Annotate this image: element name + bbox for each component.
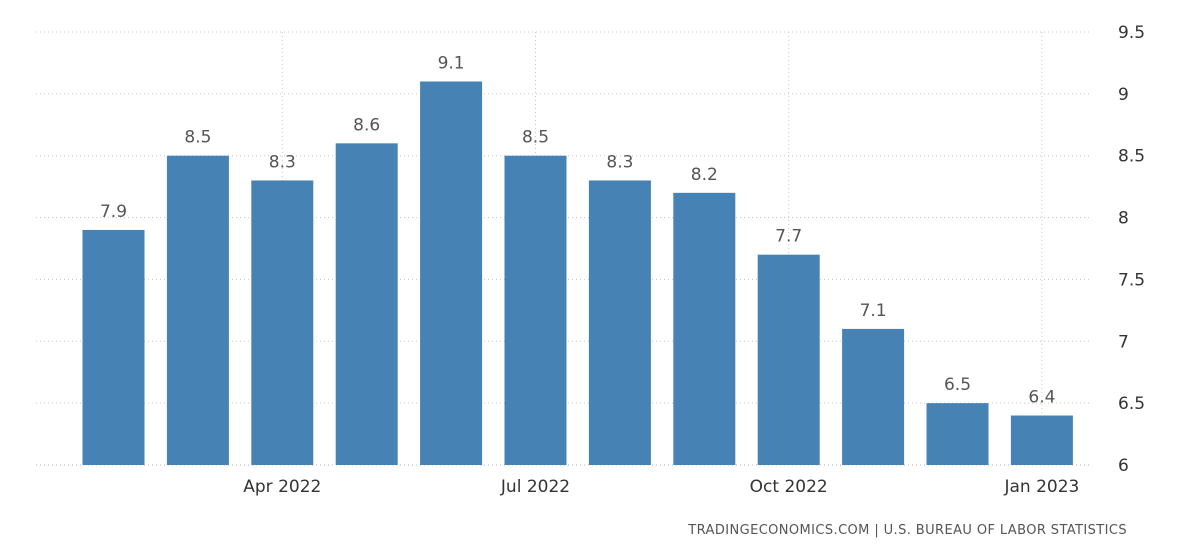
bar-value-label: 7.7: [775, 227, 802, 247]
y-tick-label: 9.5: [1118, 23, 1145, 43]
bar-value-label: 6.4: [1028, 388, 1055, 408]
bar-value-label: 7.1: [860, 301, 887, 321]
bar-value-label: 7.9: [100, 202, 127, 222]
bar[interactable]: [420, 81, 483, 465]
x-tick-label: Apr 2022: [243, 477, 321, 497]
x-tick-label: Jul 2022: [500, 477, 570, 497]
bar[interactable]: [842, 328, 905, 465]
bar[interactable]: [504, 155, 567, 465]
bar-value-label: 8.6: [353, 115, 380, 135]
y-tick-label: 6.5: [1118, 394, 1145, 414]
bar[interactable]: [673, 192, 736, 466]
bar[interactable]: [335, 143, 398, 466]
bar-value-label: 8.5: [184, 128, 211, 148]
x-tick-label: Oct 2022: [750, 477, 828, 497]
bar-value-label: 8.3: [269, 152, 296, 172]
bar[interactable]: [757, 254, 820, 465]
x-tick-label: Jan 2023: [1003, 477, 1079, 497]
y-tick-label: 9: [1118, 85, 1129, 105]
y-tick-label: 6: [1118, 456, 1129, 476]
y-tick-label: 8: [1118, 209, 1129, 229]
bar[interactable]: [588, 180, 651, 465]
y-tick-label: 7.5: [1118, 270, 1145, 290]
bar[interactable]: [926, 403, 989, 465]
source-attribution: TRADINGECONOMICS.COM | U.S. BUREAU OF LA…: [688, 523, 1127, 538]
bar-value-label: 8.3: [606, 152, 633, 172]
bar[interactable]: [251, 180, 314, 465]
bar-value-label: 9.1: [438, 53, 465, 73]
bar-value-label: 6.5: [944, 375, 971, 395]
bar[interactable]: [1010, 415, 1073, 465]
y-tick-label: 8.5: [1118, 147, 1145, 167]
y-tick-label: 7: [1118, 332, 1129, 352]
bar-value-label: 8.5: [522, 128, 549, 148]
bar-value-label: 8.2: [691, 165, 718, 185]
bar[interactable]: [82, 229, 145, 465]
bar[interactable]: [166, 155, 229, 465]
